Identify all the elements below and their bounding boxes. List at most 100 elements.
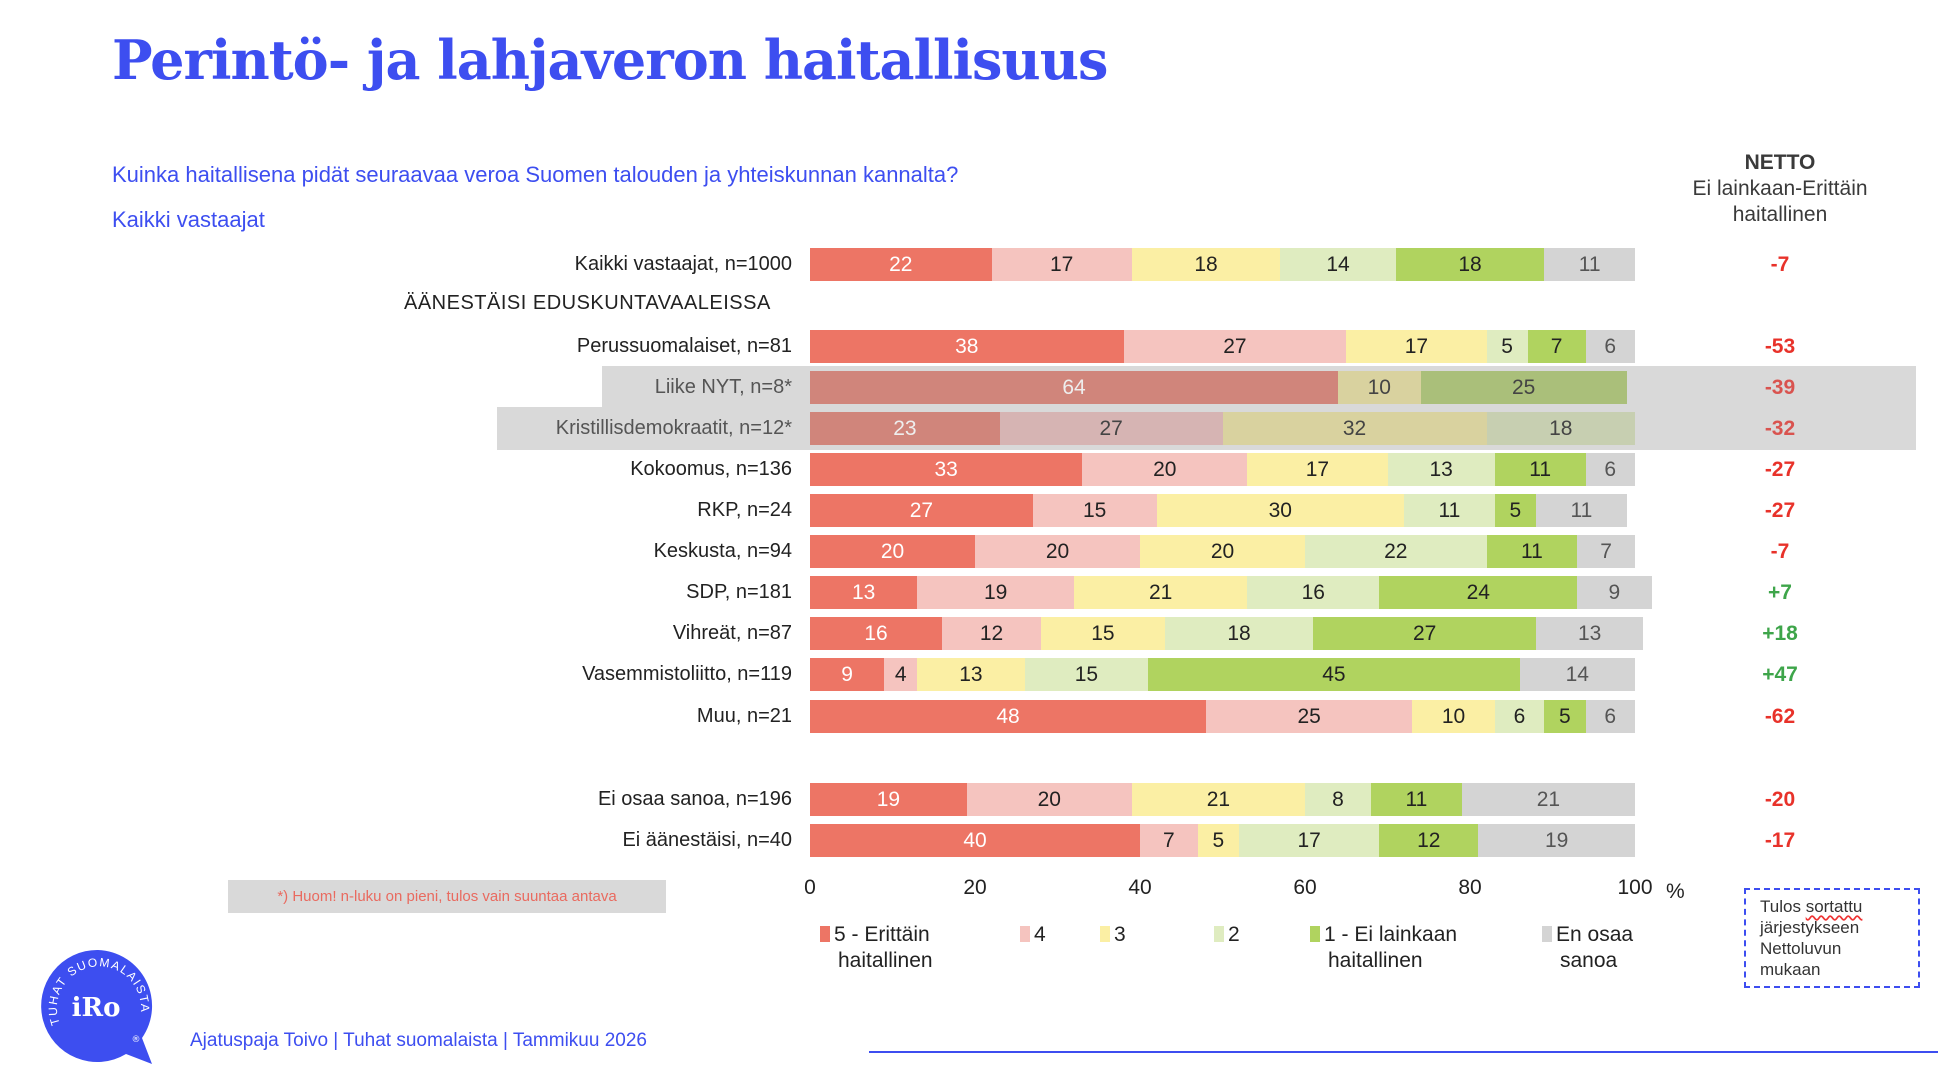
- bar-segment-c2: 17: [1239, 824, 1380, 857]
- row-label: Ei osaa sanoa, n=196: [597, 788, 792, 810]
- x-tick-label: 80: [1458, 876, 1482, 899]
- bar-segment-c1: 5: [1494, 494, 1536, 527]
- sort-note-line4: mukaan: [1760, 960, 1821, 979]
- legend-swatch: [820, 926, 830, 942]
- bar-segment-c1: 11: [1486, 535, 1578, 568]
- bar-segment-ceos: 7: [1577, 535, 1635, 568]
- logo-speech-bubble-icon: TUHAT SUOMALAISTA iRo ®: [41, 949, 153, 1064]
- netto-value: +7: [1768, 581, 1792, 604]
- legend-item-ceos: En osaa sanoa: [1542, 922, 1633, 974]
- bar-segment-c5: 33: [810, 453, 1083, 486]
- netto-value: -32: [1764, 417, 1796, 440]
- bar-segment-c2: 5: [1486, 330, 1528, 363]
- bar-segment-c1: 7: [1527, 330, 1586, 363]
- sort-note-word1: Tulos: [1760, 897, 1801, 916]
- respondent-group-label: Kaikki vastaajat: [112, 207, 265, 232]
- bar-segment-c5: 64: [810, 371, 1338, 404]
- bar-segment-c1: 12: [1379, 824, 1479, 857]
- bar-segment-c3: 21: [1074, 576, 1248, 609]
- bar-segment-c1: 24: [1379, 576, 1578, 609]
- row-label: Vasemmistoliitto, n=119: [582, 663, 792, 685]
- legend-label: 2: [1228, 923, 1240, 946]
- x-tick-label: 20: [963, 876, 987, 899]
- bar-segment-c2: 15: [1024, 658, 1149, 691]
- bar-segment-c5: 27: [810, 494, 1033, 527]
- bar-segment-c1: 5: [1544, 700, 1586, 733]
- sort-note-word2: sortattu: [1805, 897, 1863, 916]
- legend-swatch: [1100, 926, 1110, 942]
- legend-label-line2: haitallinen: [1328, 949, 1423, 972]
- legend-swatch: [1214, 926, 1224, 942]
- bar-segment-c1: 11: [1494, 453, 1586, 486]
- bar-segment-c3: 30: [1156, 494, 1404, 527]
- legend-swatch: [1020, 926, 1030, 942]
- netto-title: NETTO: [1744, 151, 1816, 174]
- bar-segment-ceos: 11: [1536, 494, 1627, 527]
- legend-item-c2: 2: [1214, 922, 1240, 948]
- bar-segment-c4: 20: [1082, 453, 1248, 486]
- bar-segment-ceos: 21: [1461, 783, 1635, 816]
- netto-subtitle-line2: haitallinen: [1732, 203, 1828, 226]
- bar-segment-ceos: 13: [1536, 617, 1644, 650]
- legend-label-line2: haitallinen: [838, 949, 933, 972]
- netto-value: -62: [1764, 705, 1796, 728]
- bar-segment-c1: 25: [1420, 371, 1627, 404]
- row-label: Liike NYT, n=8*: [654, 376, 792, 398]
- row-label: RKP, n=24: [697, 499, 792, 521]
- legend-label: 1 - Ei lainkaan: [1324, 923, 1458, 946]
- netto-value: +18: [1762, 622, 1798, 645]
- bar-segment-c2: 8: [1305, 783, 1371, 816]
- survey-question: Kuinka haitallisena pidät seuraavaa vero…: [112, 162, 959, 187]
- bar-segment-c4: 15: [1032, 494, 1157, 527]
- row-label: Kokoomus, n=136: [630, 458, 792, 480]
- bar-segment-c2: 6: [1494, 700, 1545, 733]
- iro-logo: TUHAT SUOMALAISTA iRo ®: [38, 946, 158, 1066]
- legend-label: 4: [1034, 923, 1046, 946]
- netto-value: -17: [1764, 829, 1796, 852]
- bar-segment-c5: 48: [810, 700, 1206, 733]
- row-label: Keskusta, n=94: [653, 540, 792, 562]
- legend-swatch: [1310, 926, 1320, 942]
- bar-segment-c2: 14: [1280, 248, 1396, 281]
- row-label: Kristillisdemokraatit, n=12*: [555, 417, 792, 439]
- bar-segment-c3: 20: [1140, 535, 1305, 568]
- bar-segment-c2: 18: [1164, 617, 1314, 650]
- bar-segment-c5: 40: [810, 824, 1140, 857]
- logo-text: iRo: [72, 993, 121, 1023]
- netto-value: -53: [1764, 335, 1796, 358]
- bar-segment-c4: 20: [966, 783, 1132, 816]
- x-tick-label: 100: [1617, 876, 1653, 899]
- bar-segment-c3: 32: [1222, 412, 1487, 445]
- bar-segment-ceos: 6: [1585, 330, 1635, 363]
- bar-segment-c4: 27: [1123, 330, 1347, 363]
- netto-subtitle-line1: Ei lainkaan-Erittäin: [1692, 177, 1868, 200]
- bar-segment-c2: 18: [1486, 412, 1635, 445]
- bar-segment-c1: 11: [1371, 783, 1462, 816]
- small-sample-note: *) Huom! n-luku on pieni, tulos vain suu…: [228, 880, 666, 913]
- bar-segment-ceos: 6: [1585, 700, 1635, 733]
- row-label: Kaikki vastaajat, n=1000: [574, 253, 792, 275]
- legend-label: En osaa: [1556, 923, 1634, 946]
- bar-segment-c4: 27: [999, 412, 1223, 445]
- bar-segment-ceos: 9: [1577, 576, 1652, 609]
- bar-segment-c5: 19: [810, 783, 967, 816]
- legend-label-line2: sanoa: [1560, 949, 1618, 972]
- bar-segment-c3: 13: [917, 658, 1025, 691]
- sort-note-line3: Nettoluvun: [1760, 939, 1842, 958]
- netto-value: -39: [1764, 376, 1796, 399]
- netto-value: -27: [1764, 499, 1796, 522]
- bar-segment-c3: 15: [1041, 617, 1165, 650]
- sort-note-line2: järjestykseen: [1760, 918, 1860, 937]
- bar-segment-ceos: 19: [1478, 824, 1635, 857]
- netto-value: +47: [1762, 663, 1798, 686]
- netto-value: -7: [1770, 253, 1790, 276]
- netto-value: -20: [1764, 788, 1796, 811]
- bar-segment-c5: 22: [810, 248, 992, 281]
- bar-segment-c4: 19: [917, 576, 1074, 609]
- bar-segment-ceos: 6: [1585, 453, 1635, 486]
- x-axis-unit: %: [1666, 880, 1685, 903]
- footer-divider: [869, 1051, 1938, 1053]
- bar-segment-c4: 4: [884, 658, 918, 691]
- bar-segment-c5: 38: [810, 330, 1124, 363]
- bar-segment-c3: 17: [1247, 453, 1388, 486]
